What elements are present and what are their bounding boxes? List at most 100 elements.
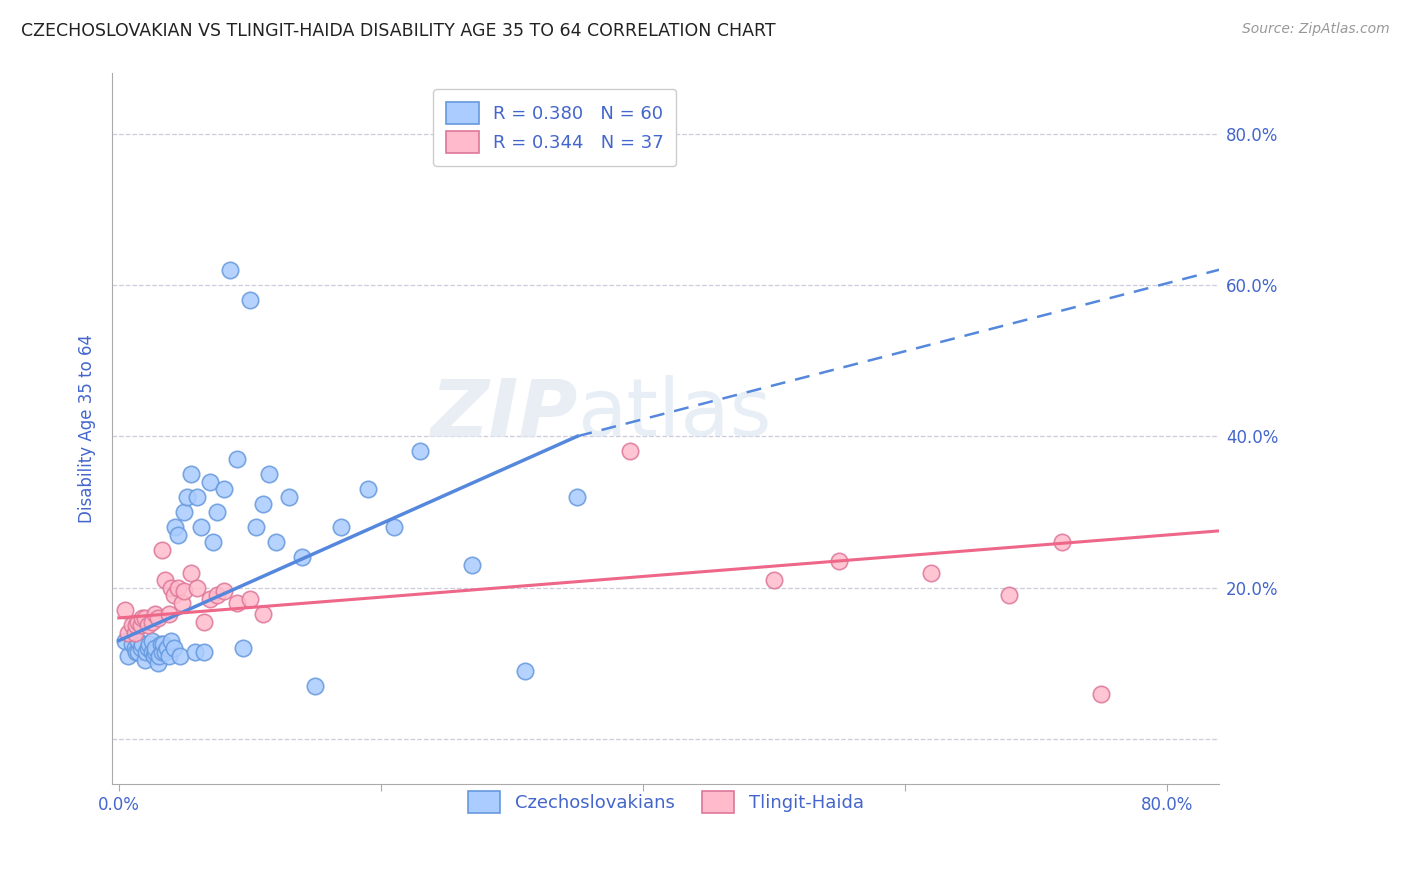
Point (356, 482, 378, 496)
Point (141, 615, 163, 629)
Point (920, 566, 942, 580)
Point (200, 475, 222, 489)
Point (619, 444, 641, 458)
Point (163, 641, 186, 656)
Point (138, 637, 160, 651)
Point (567, 490, 589, 504)
Point (998, 588, 1021, 602)
Point (193, 615, 215, 629)
Point (180, 467, 202, 482)
Legend: Czechoslovakians, Tlingit-Haida: Czechoslovakians, Tlingit-Haida (456, 778, 876, 825)
Point (1050, 535, 1073, 549)
Point (166, 527, 188, 541)
Point (409, 444, 432, 458)
Point (278, 490, 301, 504)
Point (165, 520, 187, 534)
Text: Source: ZipAtlas.com: Source: ZipAtlas.com (1241, 22, 1389, 37)
Point (145, 641, 167, 656)
Point (245, 520, 267, 534)
Point (114, 603, 136, 617)
Point (170, 596, 193, 610)
Point (259, 467, 281, 482)
Point (148, 648, 170, 663)
Point (127, 615, 149, 629)
Point (124, 641, 146, 656)
Point (212, 584, 235, 599)
Point (127, 633, 149, 648)
Point (117, 648, 139, 663)
Point (239, 592, 262, 607)
Point (143, 648, 166, 663)
Point (186, 490, 208, 504)
Point (114, 633, 136, 648)
Text: atlas: atlas (576, 376, 772, 453)
Point (153, 645, 176, 659)
Point (264, 535, 287, 549)
Point (176, 490, 198, 504)
Point (193, 645, 215, 659)
Point (152, 637, 174, 651)
Point (127, 645, 149, 659)
Point (173, 505, 195, 519)
Point (131, 611, 153, 625)
Point (156, 641, 179, 656)
Point (134, 611, 156, 625)
Point (202, 535, 225, 549)
Point (117, 626, 139, 640)
Point (131, 637, 153, 651)
Point (135, 645, 157, 659)
Point (125, 645, 148, 659)
Point (252, 497, 274, 511)
Point (136, 618, 159, 632)
Point (141, 645, 163, 659)
Point (828, 554, 851, 568)
Point (136, 641, 159, 656)
Point (160, 633, 183, 648)
Point (150, 542, 173, 557)
Point (225, 452, 247, 467)
Point (205, 505, 228, 519)
Point (291, 550, 314, 565)
Point (304, 679, 326, 693)
Point (1090, 687, 1112, 701)
Point (239, 293, 262, 307)
Point (173, 584, 195, 599)
Point (166, 581, 188, 595)
Point (382, 520, 405, 534)
Point (153, 573, 176, 587)
Y-axis label: Disability Age 35 to 64: Disability Age 35 to 64 (79, 334, 96, 524)
Point (121, 618, 143, 632)
Point (141, 633, 163, 648)
Point (169, 648, 191, 663)
Point (232, 641, 254, 656)
Point (145, 645, 167, 659)
Point (190, 520, 212, 534)
Point (124, 626, 146, 640)
Point (129, 641, 152, 656)
Point (762, 573, 785, 587)
Point (330, 520, 353, 534)
Point (163, 588, 186, 602)
Point (219, 262, 242, 277)
Point (212, 482, 235, 496)
Point (184, 645, 207, 659)
Point (225, 596, 247, 610)
Point (200, 592, 222, 607)
Point (129, 618, 152, 632)
Point (180, 566, 202, 580)
Point (461, 558, 484, 572)
Text: CZECHOSLOVAKIAN VS TLINGIT-HAIDA DISABILITY AGE 35 TO 64 CORRELATION CHART: CZECHOSLOVAKIAN VS TLINGIT-HAIDA DISABIL… (21, 22, 776, 40)
Point (146, 611, 169, 625)
Point (186, 581, 208, 595)
Point (146, 657, 169, 671)
Point (157, 607, 180, 621)
Point (125, 618, 148, 632)
Point (121, 637, 143, 651)
Point (134, 652, 156, 666)
Point (160, 581, 183, 595)
Point (150, 645, 173, 659)
Point (513, 664, 536, 678)
Point (149, 637, 172, 651)
Point (157, 648, 180, 663)
Point (205, 588, 228, 602)
